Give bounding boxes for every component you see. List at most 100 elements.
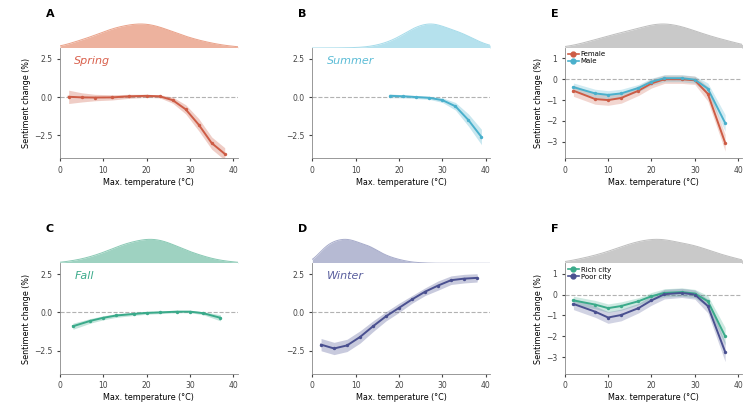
Point bbox=[602, 314, 614, 321]
X-axis label: Max. temperature (°C): Max. temperature (°C) bbox=[608, 393, 699, 402]
Point bbox=[646, 80, 658, 87]
Point bbox=[688, 77, 700, 84]
Point bbox=[615, 90, 627, 97]
Legend: Rich city, Poor city: Rich city, Poor city bbox=[567, 265, 613, 281]
Point bbox=[676, 289, 688, 296]
Text: Winter: Winter bbox=[326, 271, 364, 281]
Point bbox=[568, 87, 580, 94]
Point bbox=[419, 289, 431, 295]
Point bbox=[589, 90, 601, 97]
Point bbox=[180, 106, 192, 113]
Text: B: B bbox=[298, 9, 307, 19]
Point bbox=[219, 150, 231, 157]
Text: Summer: Summer bbox=[326, 56, 374, 66]
Point bbox=[615, 303, 627, 310]
Point bbox=[123, 93, 135, 100]
Text: D: D bbox=[298, 224, 307, 234]
Point bbox=[184, 308, 196, 315]
Point bbox=[632, 85, 644, 92]
Point bbox=[110, 312, 122, 319]
Point bbox=[341, 342, 353, 349]
Point bbox=[646, 297, 658, 304]
Point bbox=[602, 97, 614, 103]
Point bbox=[380, 313, 392, 320]
Text: E: E bbox=[550, 9, 558, 19]
Point bbox=[406, 296, 418, 303]
Point bbox=[658, 289, 670, 296]
Point bbox=[214, 315, 226, 321]
Point bbox=[432, 282, 444, 289]
X-axis label: Max. temperature (°C): Max. temperature (°C) bbox=[608, 178, 699, 187]
Point bbox=[128, 310, 140, 317]
Point bbox=[658, 291, 670, 297]
Text: C: C bbox=[46, 224, 54, 234]
Point bbox=[719, 349, 731, 355]
Point bbox=[676, 289, 688, 295]
Point bbox=[471, 275, 483, 281]
Point bbox=[688, 76, 700, 83]
Legend: Female, Male: Female, Male bbox=[567, 50, 608, 66]
Point bbox=[688, 291, 700, 298]
Point bbox=[166, 97, 178, 103]
Point bbox=[476, 134, 488, 140]
Point bbox=[658, 75, 670, 81]
Point bbox=[141, 92, 153, 99]
Point bbox=[702, 85, 714, 92]
Point bbox=[410, 94, 422, 100]
Point bbox=[463, 117, 475, 123]
X-axis label: Max. temperature (°C): Max. temperature (°C) bbox=[356, 393, 447, 402]
Point bbox=[589, 301, 601, 308]
Y-axis label: Sentiment change (%): Sentiment change (%) bbox=[534, 273, 543, 364]
Point bbox=[393, 304, 405, 311]
Point bbox=[76, 94, 88, 101]
Y-axis label: Sentiment change (%): Sentiment change (%) bbox=[534, 58, 543, 148]
Point bbox=[688, 290, 700, 297]
Point bbox=[702, 90, 714, 97]
Point bbox=[602, 305, 614, 312]
Point bbox=[719, 120, 731, 126]
Point bbox=[568, 84, 580, 91]
Point bbox=[315, 341, 327, 348]
Point bbox=[328, 345, 340, 352]
Point bbox=[702, 303, 714, 310]
Point bbox=[88, 94, 101, 101]
Text: A: A bbox=[46, 9, 55, 19]
Point bbox=[646, 293, 658, 299]
Point bbox=[84, 318, 96, 324]
X-axis label: Max. temperature (°C): Max. temperature (°C) bbox=[356, 178, 447, 187]
Point bbox=[171, 308, 183, 315]
Point bbox=[193, 121, 205, 128]
Point bbox=[106, 94, 118, 101]
Point bbox=[445, 277, 457, 284]
Point bbox=[206, 140, 218, 147]
Point bbox=[63, 93, 75, 100]
Point bbox=[98, 315, 109, 321]
Point bbox=[658, 76, 670, 83]
Point bbox=[632, 298, 644, 304]
Point bbox=[719, 139, 731, 146]
Point bbox=[398, 93, 410, 100]
X-axis label: Max. temperature (°C): Max. temperature (°C) bbox=[104, 178, 194, 187]
Point bbox=[449, 103, 461, 110]
X-axis label: Max. temperature (°C): Max. temperature (°C) bbox=[104, 393, 194, 402]
Point bbox=[632, 305, 644, 312]
Point bbox=[719, 333, 731, 340]
Text: Spring: Spring bbox=[74, 56, 110, 66]
Point bbox=[589, 308, 601, 315]
Point bbox=[676, 76, 688, 83]
Point bbox=[615, 312, 627, 318]
Point bbox=[154, 309, 166, 316]
Y-axis label: Sentiment change (%): Sentiment change (%) bbox=[22, 273, 32, 364]
Point bbox=[646, 79, 658, 85]
Point bbox=[67, 323, 79, 330]
Point bbox=[458, 275, 470, 282]
Point bbox=[154, 93, 166, 100]
Point bbox=[385, 92, 397, 99]
Point bbox=[632, 87, 644, 94]
Point bbox=[568, 297, 580, 304]
Y-axis label: Sentiment change (%): Sentiment change (%) bbox=[22, 58, 32, 148]
Point bbox=[676, 75, 688, 81]
Point bbox=[197, 310, 209, 317]
Point bbox=[568, 301, 580, 307]
Point bbox=[367, 323, 379, 330]
